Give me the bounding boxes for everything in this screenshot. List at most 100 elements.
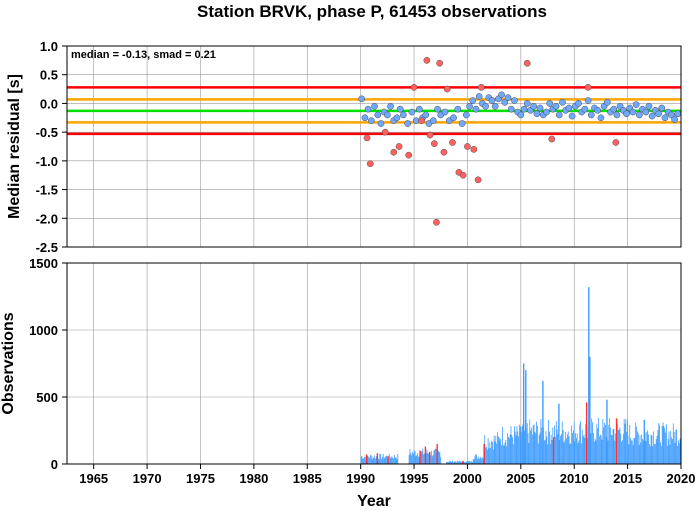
observation-bar [520, 431, 522, 464]
residual-grid [67, 45, 682, 248]
data-point [581, 105, 589, 113]
data-point [482, 102, 489, 110]
observation-bar [362, 458, 364, 464]
observation-bar [624, 423, 626, 464]
reference-lines [67, 86, 681, 136]
observation-bar [642, 438, 643, 464]
data-point [367, 117, 375, 125]
data-point [440, 148, 448, 156]
observations-bars [360, 287, 682, 464]
observation-bar [364, 456, 365, 464]
observation-bar [422, 448, 424, 464]
year-x-axis-label: Year [357, 493, 391, 510]
observation-bar [631, 440, 633, 464]
observation-bar [637, 431, 638, 464]
observation-bar [430, 455, 431, 464]
observation-bar [381, 458, 382, 464]
observation-bar [452, 462, 454, 464]
data-point [405, 151, 413, 159]
data-point [491, 102, 499, 110]
outlier-bar [387, 455, 389, 464]
observation-bar [570, 443, 572, 464]
observation-bar [578, 440, 580, 464]
observation-bar [508, 436, 509, 464]
y-tick-label: 1.0 [40, 39, 58, 54]
outlier-bar [615, 418, 618, 464]
observation-bar [432, 454, 434, 464]
data-point [655, 110, 662, 118]
outlier-bar [585, 402, 588, 464]
observation-bar [645, 441, 647, 464]
observation-bar [572, 430, 574, 464]
data-point [610, 105, 618, 113]
observation-bar [636, 426, 637, 464]
observation-bar [394, 457, 396, 464]
observation-bar [496, 443, 498, 464]
data-point [410, 83, 418, 91]
observation-bar [427, 453, 429, 464]
observation-bar [660, 446, 662, 464]
observation-bar [363, 458, 365, 464]
data-point [555, 111, 563, 119]
observation-bar [364, 456, 366, 464]
data-point [546, 100, 554, 107]
observation-bar [386, 455, 388, 464]
data-point [511, 97, 518, 104]
observation-bar [608, 424, 610, 464]
observation-bar [514, 431, 516, 464]
observation-bar [477, 456, 479, 464]
observation-bar [599, 434, 601, 464]
observation-bar [531, 434, 533, 464]
observation-bar [448, 461, 450, 464]
observation-bar [626, 431, 628, 464]
observation-bar [532, 425, 534, 464]
observation-bar [464, 461, 465, 464]
observation-bar [494, 441, 496, 464]
observation-bar [481, 459, 483, 464]
observation-bar [546, 436, 548, 464]
observation-bar [389, 456, 391, 464]
observation-bar [485, 447, 486, 464]
observation-bar [671, 437, 672, 464]
observation-bar [665, 432, 666, 464]
observation-bar [632, 445, 634, 464]
observation-bar [470, 460, 472, 464]
observation-bar [560, 433, 562, 464]
observation-bar [566, 438, 567, 464]
observation-bar [418, 456, 419, 464]
observation-bar [529, 419, 531, 464]
observation-bar [579, 424, 581, 464]
data-point [612, 139, 620, 146]
observation-bar [572, 432, 573, 464]
observation-bar [660, 442, 661, 464]
observation-bar [491, 442, 493, 464]
observation-bar [498, 437, 500, 464]
observation-bar [535, 433, 537, 464]
observation-bar [382, 456, 383, 464]
observation-bar [408, 455, 410, 464]
observation-bar [650, 434, 652, 464]
observation-bar [377, 458, 379, 464]
observation-bar [622, 440, 623, 464]
observation-bar [605, 436, 607, 464]
data-point [472, 105, 480, 113]
observation-bar [451, 461, 453, 464]
data-point [358, 95, 366, 103]
data-point [645, 102, 653, 110]
observation-bar [368, 457, 370, 464]
observation-bar [467, 461, 469, 464]
data-point [636, 111, 643, 119]
observation-bar [436, 448, 437, 464]
observation-bar [668, 431, 670, 464]
observation-bar [621, 441, 623, 464]
observation-bar [649, 446, 651, 464]
observation-bar [656, 435, 658, 464]
observation-bar [598, 436, 600, 464]
observation-bar [598, 417, 599, 464]
observation-bar [508, 438, 510, 464]
observation-bar [575, 438, 577, 464]
data-point [475, 93, 483, 100]
data-point [517, 111, 525, 119]
observation-bar [374, 455, 376, 464]
